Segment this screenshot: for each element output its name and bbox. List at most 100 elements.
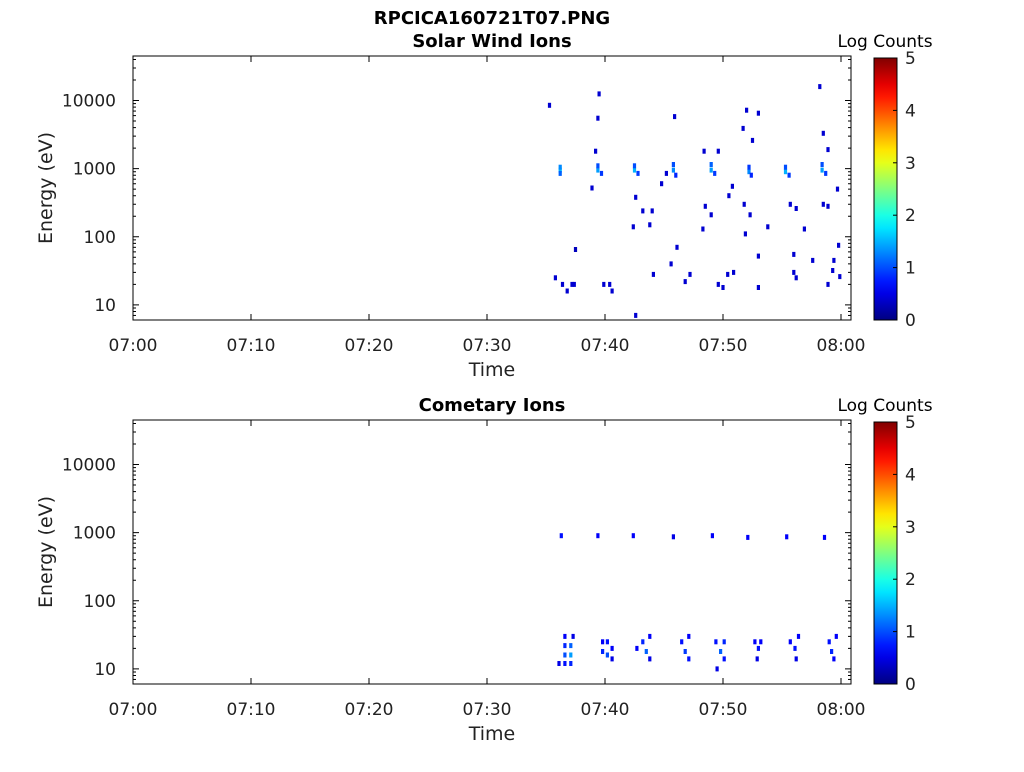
- data-cell: [597, 91, 601, 97]
- data-cell: [608, 281, 612, 287]
- data-cell: [714, 639, 718, 645]
- colorbar-tick-label: 5: [905, 413, 916, 433]
- data-cell: [648, 656, 652, 662]
- data-cell: [558, 170, 562, 176]
- data-cell: [783, 169, 788, 175]
- data-cell: [826, 203, 830, 209]
- data-cell: [826, 147, 830, 153]
- y-tick-label: 10: [94, 296, 116, 316]
- data-cell: [632, 167, 637, 173]
- data-cell: [756, 645, 760, 651]
- data-cell: [610, 288, 614, 294]
- data-cell: [563, 643, 567, 649]
- colorbar-tick-label: 3: [905, 154, 916, 174]
- data-cell: [605, 639, 609, 645]
- data-cell: [794, 656, 798, 662]
- data-cell: [687, 656, 691, 662]
- data-cell: [832, 656, 836, 662]
- data-cell: [680, 639, 684, 645]
- data-cell: [590, 185, 594, 191]
- plot-frame: [132, 419, 852, 685]
- data-cell: [794, 206, 798, 211]
- panel-0: Solar Wind Ions 07:00 07:10 07:20 07:30 07:40…: [35, 31, 933, 381]
- data-cell: [669, 261, 673, 267]
- x-tick-label: 07:10: [227, 336, 276, 356]
- data-cell: [792, 269, 796, 275]
- data-cell: [802, 226, 806, 232]
- data-cell: [820, 167, 824, 173]
- data-cell: [820, 162, 824, 167]
- data-cell: [635, 645, 639, 651]
- data-cell: [746, 534, 750, 540]
- panel-title: Solar Wind Ions: [412, 31, 571, 52]
- data-cell: [716, 281, 720, 287]
- x-axis-label: Time: [468, 359, 516, 381]
- data-cell: [596, 167, 600, 173]
- data-cell: [788, 201, 792, 207]
- data-cell: [821, 201, 825, 207]
- y-tick-label: 10: [94, 660, 116, 680]
- data-cell: [788, 639, 792, 645]
- data-cell: [796, 633, 801, 639]
- data-cell: [571, 633, 575, 639]
- x-tick-label: 07:40: [581, 700, 630, 720]
- x-tick-label: 08:00: [817, 700, 866, 720]
- data-cell: [787, 172, 791, 178]
- data-cell: [632, 163, 637, 169]
- data-cell: [671, 167, 675, 173]
- data-cell: [631, 224, 635, 230]
- data-cell: [605, 652, 609, 658]
- data-cell: [713, 170, 717, 176]
- data-cell: [602, 281, 606, 287]
- data-cell: [830, 649, 834, 654]
- data-cell: [742, 201, 746, 207]
- data-cell: [671, 534, 675, 540]
- data-cell: [755, 656, 759, 662]
- colorbar-tick-label: 4: [905, 465, 916, 485]
- data-cell: [747, 164, 751, 170]
- data-cell: [721, 285, 725, 290]
- data-cell: [610, 645, 614, 651]
- y-axis-label: Energy (eV): [35, 132, 57, 244]
- x-tick-label: 08:00: [817, 336, 866, 356]
- data-cell: [821, 130, 825, 136]
- data-cell: [648, 633, 652, 639]
- data-cell: [563, 652, 567, 658]
- data-cell: [715, 666, 719, 672]
- data-cell: [756, 285, 760, 290]
- data-cell: [756, 110, 760, 116]
- data-cell: [748, 212, 752, 218]
- data-cell: [651, 271, 655, 277]
- data-cell: [838, 274, 842, 280]
- x-tick-label: 07:10: [227, 700, 276, 720]
- data-cell: [818, 84, 822, 90]
- data-cell: [835, 186, 840, 192]
- y-tick-label: 1000: [73, 524, 116, 544]
- data-cell: [750, 137, 755, 143]
- x-tick-label: 07:20: [345, 700, 394, 720]
- data-cell: [759, 639, 763, 645]
- data-cell: [827, 639, 831, 645]
- data-cell: [766, 224, 770, 230]
- data-cell: [783, 164, 788, 170]
- data-cell: [674, 172, 678, 178]
- data-cell: [664, 170, 668, 176]
- x-tick-label: 07:00: [109, 336, 158, 356]
- data-cell: [601, 649, 605, 654]
- data-cell: [641, 639, 645, 645]
- colorbar: [873, 421, 898, 685]
- data-cell: [710, 533, 714, 539]
- data-cell: [834, 633, 838, 639]
- data-cell: [601, 639, 605, 645]
- x-tick-label: 07:50: [699, 336, 748, 356]
- data-cell: [703, 203, 707, 209]
- colorbar-tick-label: 5: [905, 49, 916, 69]
- data-cell: [701, 226, 705, 232]
- data-cell: [749, 172, 753, 178]
- data-cell: [673, 114, 677, 120]
- y-tick-label: 100: [84, 228, 116, 248]
- data-cell: [558, 167, 562, 173]
- y-axis-label: Energy (eV): [35, 496, 57, 608]
- data-cell: [753, 639, 757, 645]
- data-cell: [569, 661, 573, 666]
